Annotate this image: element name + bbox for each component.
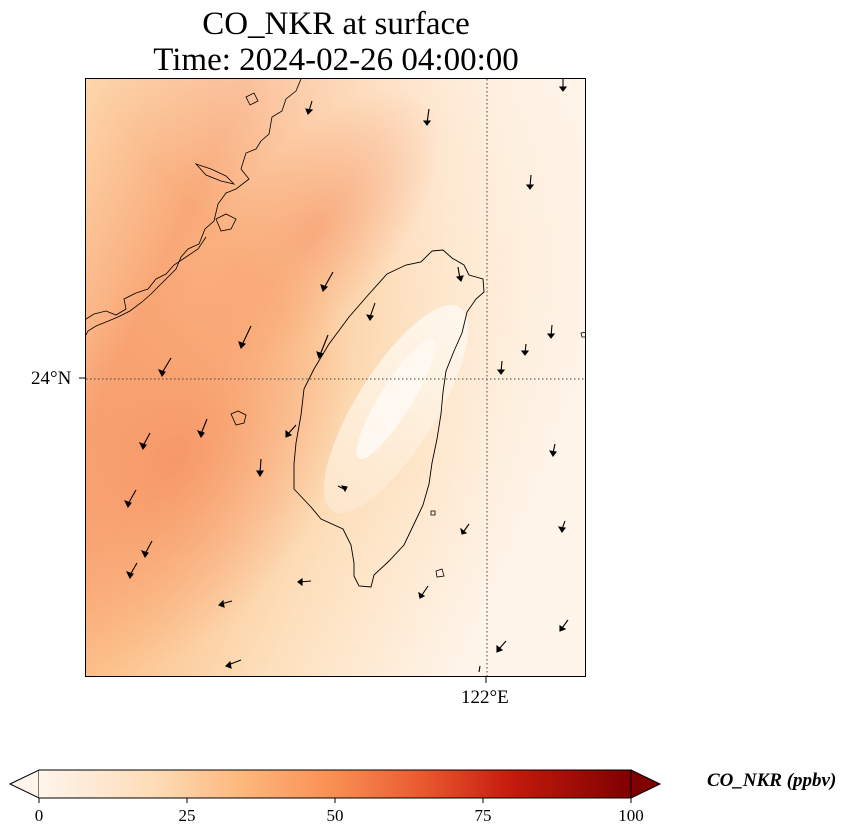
- colorbar-extend-max: [630, 769, 662, 799]
- wind-vector: [285, 424, 297, 438]
- wind-vector: [455, 266, 464, 282]
- wind-vector: [320, 271, 334, 293]
- wind-vector: [316, 334, 329, 360]
- wind-vector: [418, 585, 429, 599]
- wind-vector: [546, 324, 556, 339]
- colorbar-tick-50: 50: [326, 806, 344, 825]
- small-island-south: [435, 568, 445, 578]
- wind-vectors: [123, 79, 569, 673]
- colorbar-gradient: [39, 770, 631, 798]
- concentration-core-north: [190, 88, 442, 370]
- lat-tick-label: 24°N: [31, 368, 72, 389]
- colorbar-title: CO_NKR (ppbv): [707, 770, 837, 791]
- small-island-far-east: [580, 331, 585, 338]
- wind-vector: [460, 523, 470, 535]
- china-island-1: [215, 213, 237, 232]
- wind-vector: [496, 640, 507, 653]
- colorbar-tick-100: 100: [618, 806, 644, 825]
- wind-vector: [138, 432, 151, 451]
- penghu-islands: [230, 410, 247, 426]
- map-svg: [86, 79, 585, 676]
- colorbar-tick-marks: [38, 798, 632, 803]
- colorbar-tick-0: 0: [34, 806, 44, 825]
- map-panel: [85, 78, 586, 677]
- wind-vector: [140, 540, 153, 559]
- wind-vector: [256, 458, 264, 478]
- small-island-east: [430, 510, 436, 516]
- wind-vector: [225, 659, 242, 669]
- taiwan-coastline: [293, 249, 485, 588]
- wind-vector: [558, 79, 568, 92]
- wind-vector: [218, 599, 233, 608]
- wind-vector: [297, 577, 312, 587]
- colorbar-tick-75: 75: [474, 806, 492, 825]
- title-line-time: Time: 2024-02-26 04:00:00: [153, 42, 519, 78]
- wind-vector: [422, 108, 432, 126]
- taiwan-ridge-minimum: [356, 339, 436, 459]
- wind-vector: [125, 562, 138, 580]
- colorbar-tick-25: 25: [178, 806, 196, 825]
- wind-vector: [305, 100, 314, 115]
- colorbar: [8, 769, 662, 803]
- wind-vector: [559, 619, 569, 632]
- wind-vector: [196, 418, 208, 439]
- wind-vector: [157, 357, 172, 378]
- wind-vector: [520, 343, 530, 356]
- colorbar-extend-min: [8, 769, 40, 799]
- title-line-variable: CO_NKR at surface: [202, 6, 470, 42]
- china-island-2: [245, 92, 259, 106]
- wind-vector: [525, 174, 535, 190]
- wind-vector: [496, 360, 506, 375]
- china-coastline: [86, 79, 302, 336]
- wind-vector: [123, 489, 137, 509]
- wind-vector: [548, 443, 557, 457]
- china-coast-lower: [86, 236, 207, 320]
- lon-tick-label: 122°E: [461, 687, 509, 708]
- wind-vector: [238, 325, 252, 350]
- wind-vector: [557, 520, 566, 533]
- wind-vector: [365, 302, 376, 321]
- wind-vector: [337, 485, 348, 493]
- wind-vector: [478, 665, 481, 673]
- china-bay-1: [194, 163, 236, 185]
